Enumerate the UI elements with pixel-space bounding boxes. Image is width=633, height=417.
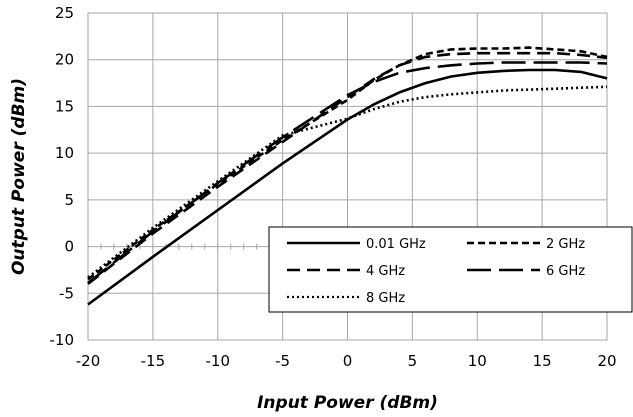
y-tick-label: 25 [55,4,74,22]
y-tick-label: 15 [55,97,74,115]
series-layer [87,46,608,306]
x-tick-label: -5 [275,352,290,370]
y-tick-label: 5 [64,191,74,209]
x-tick-label: -20 [76,352,101,370]
x-tick-label: -15 [141,352,166,370]
y-tick-label: 20 [55,51,74,69]
tick-labels: -20 -15 -10 -5 0 5 10 15 20 -10 -5 0 5 10 15 20 25 [50,4,617,370]
y-tick-label: -5 [59,284,74,302]
y-axis-title: Output Power (dBm) [9,78,29,275]
x-tick-label: 5 [408,352,418,370]
series-line-4 [87,61,608,285]
legend: 0.01 GHz 2 GHz 4 GHz 6 GHz 8 GHz [268,226,633,313]
x-tick-label: 15 [533,352,552,370]
x-tick-label: -10 [206,352,231,370]
legend-label: 4 GHz [366,264,405,279]
grid [87,12,608,341]
legend-label: 8 GHz [366,291,405,306]
y-tick-label: 0 [64,238,74,256]
legend-label: 6 GHz [546,264,585,279]
x-tick-label: 20 [597,352,616,370]
series-line-3 [87,51,608,285]
series-line-2 [87,46,608,281]
plot-area [87,12,608,341]
x-tick-label: 10 [468,352,487,370]
legend-label: 2 GHz [546,237,585,252]
y-tick-label: -10 [50,331,75,349]
y-tick-label: 10 [55,144,74,162]
x-axis-title: Input Power (dBm) [257,393,438,413]
series-line-1 [87,68,608,306]
legend-label: 0.01 GHz [366,237,426,252]
series-line-5 [87,85,608,279]
x-tick-label: 0 [343,352,353,370]
